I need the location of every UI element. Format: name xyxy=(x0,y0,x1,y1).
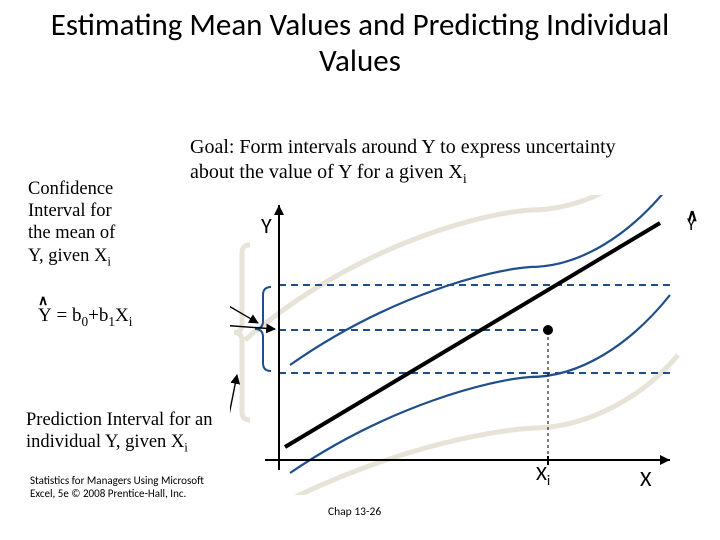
prediction-interval-label: Prediction Interval for an individual Y,… xyxy=(26,409,236,455)
chapter-page: Chap 13-26 xyxy=(328,505,381,519)
regression-equation: Y = b0+b1Xi xyxy=(38,305,132,330)
chart-figure xyxy=(230,195,690,495)
confidence-interval-label: ConfidenceInterval forthe mean ofY, give… xyxy=(28,178,148,269)
goal-text: Goal: Form intervals around Y to express… xyxy=(190,135,650,189)
page-title: Estimating Mean Values and Predicting In… xyxy=(0,0,720,83)
footer-citation: Statistics for Managers Using Microsoft … xyxy=(30,475,210,500)
